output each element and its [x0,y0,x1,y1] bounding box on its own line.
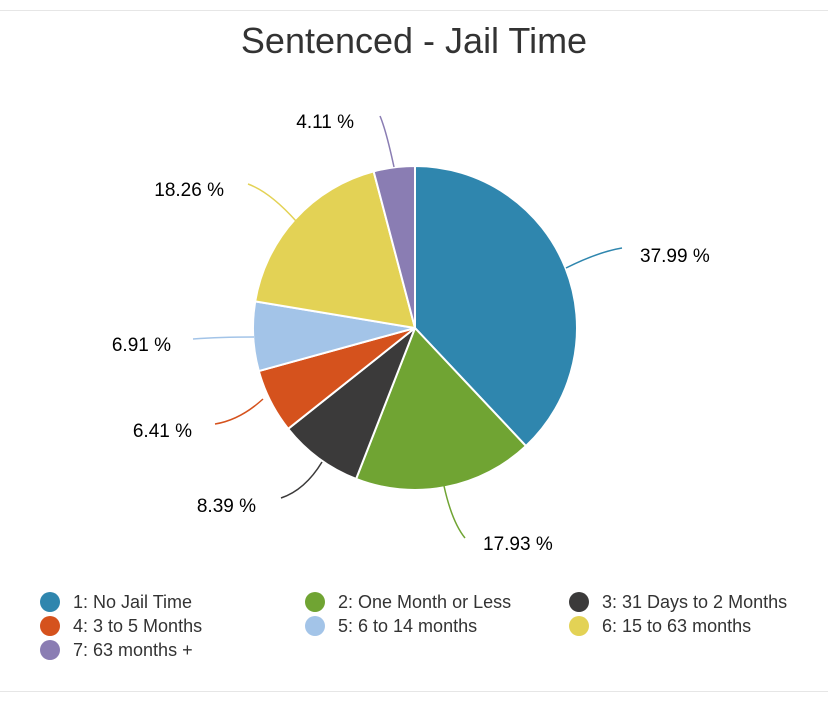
label-connector-2 [443,485,466,539]
data-label-7: 4.11 % [296,112,354,133]
pie-slice-6[interactable] [254,170,416,329]
data-label-4: 6.41 % [133,421,192,442]
legend-swatch-icon [569,616,589,636]
data-label-5: 6.91 % [112,335,171,356]
legend-swatch-icon [40,616,60,636]
legend-label: 3: 31 Days to 2 Months [602,591,788,612]
legend-label: 6: 15 to 63 months [602,615,752,636]
data-label-3: 8.39 % [197,496,256,517]
data-label-2: 17.93 % [483,534,553,555]
pie-slice-2[interactable] [355,327,527,491]
legend-swatch-icon [569,592,589,612]
legend-item-4[interactable]: 4: 3 to 5 Months [40,614,305,638]
legend-item-5[interactable]: 5: 6 to 14 months [305,614,569,638]
legend-label: 7: 63 months + [73,639,193,660]
label-connector-1 [565,247,623,269]
pie-slice-3[interactable] [287,327,416,480]
chart-frame [0,10,828,692]
legend-swatch-icon [305,616,325,636]
label-connector-5 [192,336,255,340]
pie-slice-1[interactable] [414,165,578,448]
label-connector-7 [379,115,395,168]
data-label-1: 37.99 % [640,246,710,267]
legend-item-6[interactable]: 6: 15 to 63 months [569,614,819,638]
legend-label: 2: One Month or Less [338,591,512,612]
pie-slice-7[interactable] [372,165,416,329]
label-connector-3 [280,461,323,499]
legend-label: 4: 3 to 5 Months [73,615,203,636]
legend-swatch-icon [40,640,60,660]
data-label-6: 18.26 % [154,180,224,201]
chart-title: Sentenced - Jail Time [240,20,588,61]
legend-item-2[interactable]: 2: One Month or Less [305,590,569,614]
chart-legend: 1: No Jail Time 2: One Month or Less 3: 31… [40,590,820,662]
legend-item-1[interactable]: 1: No Jail Time [40,590,305,614]
legend-item-7[interactable]: 7: 63 months + [40,638,305,662]
legend-label: 1: No Jail Time [73,591,193,612]
legend-label: 5: 6 to 14 months [338,615,478,636]
label-connector-6 [247,183,297,222]
legend-swatch-icon [40,592,60,612]
label-connector-4 [214,398,264,425]
pie-chart: 37.99 % 17.93 % 8.39 % 6.41 % 6.91 % 18.26 % 4… [112,112,710,555]
legend-swatch-icon [305,592,325,612]
legend-item-3[interactable]: 3: 31 Days to 2 Months [569,590,819,614]
